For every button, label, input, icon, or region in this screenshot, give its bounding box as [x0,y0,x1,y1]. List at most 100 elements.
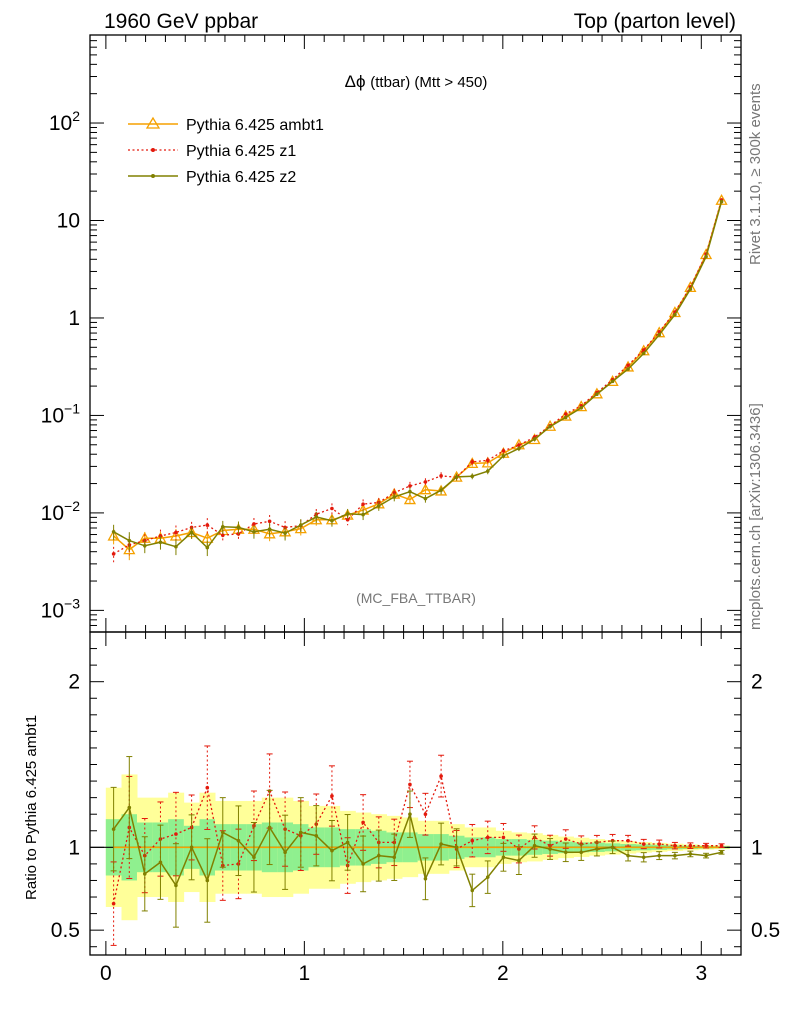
ratio-point [330,794,334,798]
legend-marker-2 [151,174,155,178]
data-point [579,406,584,410]
main-y-tick-label: 10−3 [41,595,81,622]
ratio-point [626,838,630,843]
data-point [174,530,178,535]
ratio-point [205,785,210,790]
data-point [205,545,210,550]
data-point [294,522,307,534]
data-point [423,480,428,484]
data-point [610,379,615,384]
data-point [590,387,604,399]
ratio-y-tick-label-right: 0.5 [751,919,780,942]
ratio-point [454,845,459,850]
data-point [111,529,116,534]
ratio-y-tick-label-right: 2 [751,671,763,694]
data-point [673,312,677,317]
ratio-point [595,847,599,851]
legend-marker-0 [145,116,161,129]
ratio-point [267,825,272,830]
ratio-point [485,835,490,840]
data-point [392,495,397,499]
ratio-point [532,843,537,848]
ratio-point [657,842,662,846]
data-point [517,446,521,451]
main-axis-ticks [90,34,742,633]
ratio-point [111,901,116,906]
ratio-point [470,838,475,843]
header-left: 1960 GeV ppbar [104,10,258,33]
data-point [466,457,479,469]
data-point [485,458,490,463]
ratio-y-tick-label-right: 1 [751,836,763,859]
legend: Pythia 6.425 ambt1 Pythia 6.425 z1 Pythia … [128,116,324,186]
ratio-point [174,832,178,836]
x-tick-label: 0 [100,962,112,985]
main-y-tick-label: 10−2 [41,498,81,525]
data-point [252,529,256,534]
legend-label-1: Pythia 6.425 z1 [186,143,296,160]
data-point [454,475,459,479]
data-point [517,443,521,448]
ratio-point [501,835,506,840]
ratio-point [688,843,693,848]
data-point [668,306,682,318]
ratio-panel: 0.5 0.5 1 1 2 2 Ratio to Pythia 6.425 ambt1 0… [23,631,780,985]
series-line-2 [113,201,723,549]
watermark: (MC_FBA_TTBAR) [356,590,476,606]
data-point [330,518,334,523]
data-point [606,375,619,387]
data-point [361,502,365,506]
data-point [267,527,272,532]
data-point [158,540,163,545]
ratio-point [688,852,693,856]
data-point [501,454,506,458]
chart-title: Δϕ (ttbar) (Mtt > 450) [345,72,488,91]
title-rest: (ttbar) (Mtt > 450) [370,74,487,91]
data-point [595,392,599,397]
data-point [263,527,276,539]
ratio-point [673,843,677,848]
data-point [470,474,475,479]
ratio-frame [89,631,742,956]
legend-label-0: Pythia 6.425 ambt1 [186,117,324,134]
data-point [528,433,541,445]
ratio-point [517,858,521,863]
ratio-point [174,883,178,888]
ratio-point [719,850,724,855]
ratio-point [392,855,397,860]
ratio-point [641,842,646,846]
ratio-point [220,830,225,835]
data-point [563,412,568,416]
main-y-tick-labels: 10−3 10−2 10−1 1 10 102 [41,108,81,622]
data-point [470,460,475,464]
ratio-point [283,850,287,855]
ratio-point [657,853,662,858]
ratio-point [298,830,303,835]
data-point [684,281,697,293]
data-point [532,437,537,441]
ratio-point [470,888,475,893]
x-tick-label: 2 [497,962,509,985]
ratio-point [361,862,365,866]
data-point [641,348,646,352]
data-point [142,543,147,548]
data-point [283,531,287,535]
ratio-y-tick-labels: 0.5 0.5 1 1 2 2 [51,671,780,942]
ratio-point [127,805,132,810]
ratio-line-1 [112,773,722,904]
data-point [481,456,494,468]
ratio-series-group [110,745,725,946]
data-point [699,248,713,260]
ratio-point [423,812,428,817]
ratio-point [330,848,334,853]
legend-label-2: Pythia 6.425 z2 [186,169,296,186]
ratio-point [376,853,381,858]
ratio-point [485,875,490,879]
ratio-point [563,837,568,841]
main-series-group [107,193,728,563]
ratio-point [501,855,506,860]
data-point [501,449,506,453]
ratio-point [439,774,443,778]
data-point [563,415,568,420]
